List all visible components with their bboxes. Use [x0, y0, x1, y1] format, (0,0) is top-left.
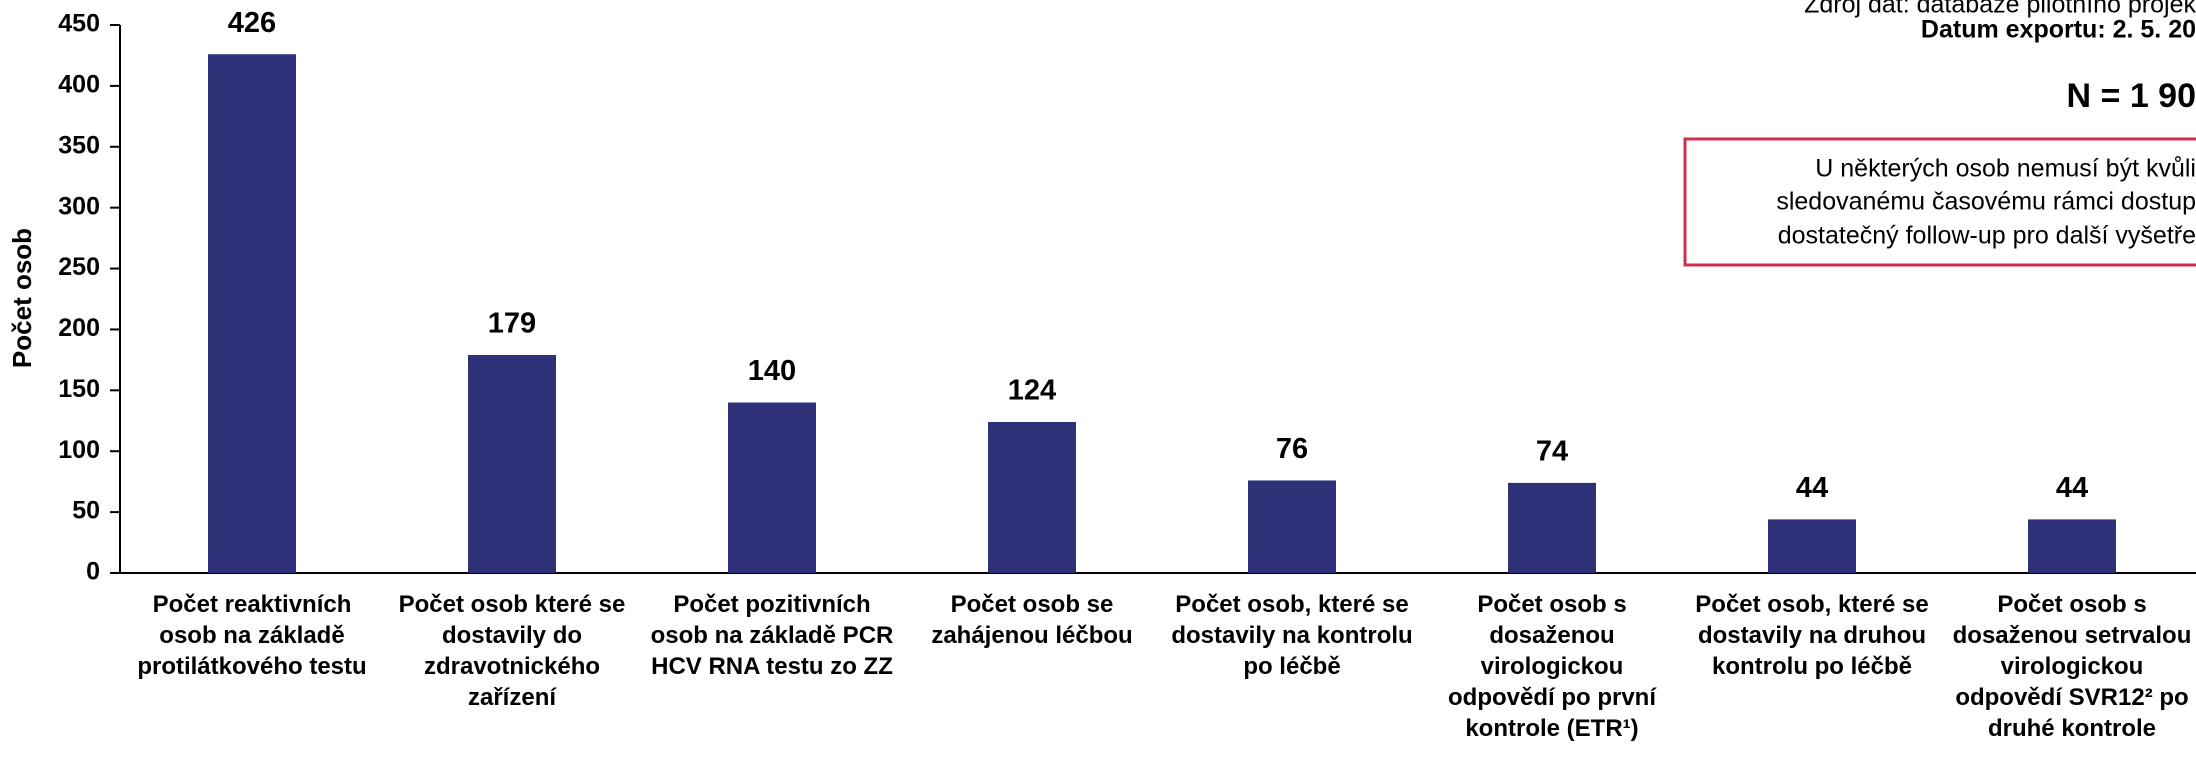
y-tick-label: 50 — [72, 497, 100, 525]
value-label: 426 — [228, 7, 276, 39]
sample-size: N = 1 90 — [2067, 77, 2196, 115]
note-box — [1683, 137, 2196, 267]
note-line: U některých osob nemusí být kvůli — [1815, 155, 2196, 183]
y-tick-label: 250 — [58, 253, 100, 281]
x-tick-label: Počet osob, které se dostavily na druhou… — [1695, 591, 1929, 680]
x-tick-label: Počet osob s dosaženou setrvalou virolog… — [1952, 591, 2192, 742]
y-tick-label: 0 — [86, 558, 100, 586]
x-tick-label: Počet osob které se dostavily do zdravot… — [398, 591, 626, 711]
y-tick-label: 350 — [58, 131, 100, 159]
value-label: 140 — [748, 355, 796, 387]
note-line: dostatečný follow-up pro další vyšetře — [1778, 222, 2196, 250]
note-line: sledovanému časovému rámci dostup — [1776, 188, 2196, 216]
y-tick-label: 450 — [58, 10, 100, 38]
value-label: 179 — [488, 308, 536, 340]
export-date: Datum exportu: 2. 5. 20 — [1921, 16, 2196, 44]
source-note: Zdroj dat: databáze pilotního projek — [1804, 0, 2196, 19]
bar — [2028, 519, 2116, 573]
bar — [1248, 480, 1336, 573]
bar — [1768, 519, 1856, 573]
value-label: 44 — [1796, 472, 1828, 504]
value-label: 74 — [1536, 436, 1568, 468]
y-tick-label: 300 — [58, 192, 100, 220]
x-tick-label: Počet osob, které se dostavily na kontro… — [1171, 591, 1413, 680]
value-label: 76 — [1276, 433, 1308, 465]
y-tick-label: 200 — [58, 314, 100, 342]
bar — [988, 421, 1076, 573]
y-tick-label: 150 — [58, 375, 100, 403]
y-tick-label: 400 — [58, 70, 100, 98]
x-tick-label: Počet reaktivních osob na základě protil… — [137, 591, 367, 680]
bar — [728, 402, 816, 573]
value-label: 124 — [1008, 375, 1056, 407]
x-tick-label: Počet osob s dosaženou virologickou odpo… — [1448, 591, 1656, 742]
bar — [1508, 482, 1596, 573]
bar — [208, 54, 296, 573]
y-axis-title: Počet osob — [7, 228, 37, 368]
bar — [468, 355, 556, 573]
y-tick-label: 100 — [58, 436, 100, 464]
x-tick-label: Počet pozitivních osob na základě PCR HC… — [650, 591, 894, 680]
value-label: 44 — [2056, 472, 2088, 504]
x-tick-label: Počet osob se zahájenou léčbou — [931, 591, 1133, 649]
